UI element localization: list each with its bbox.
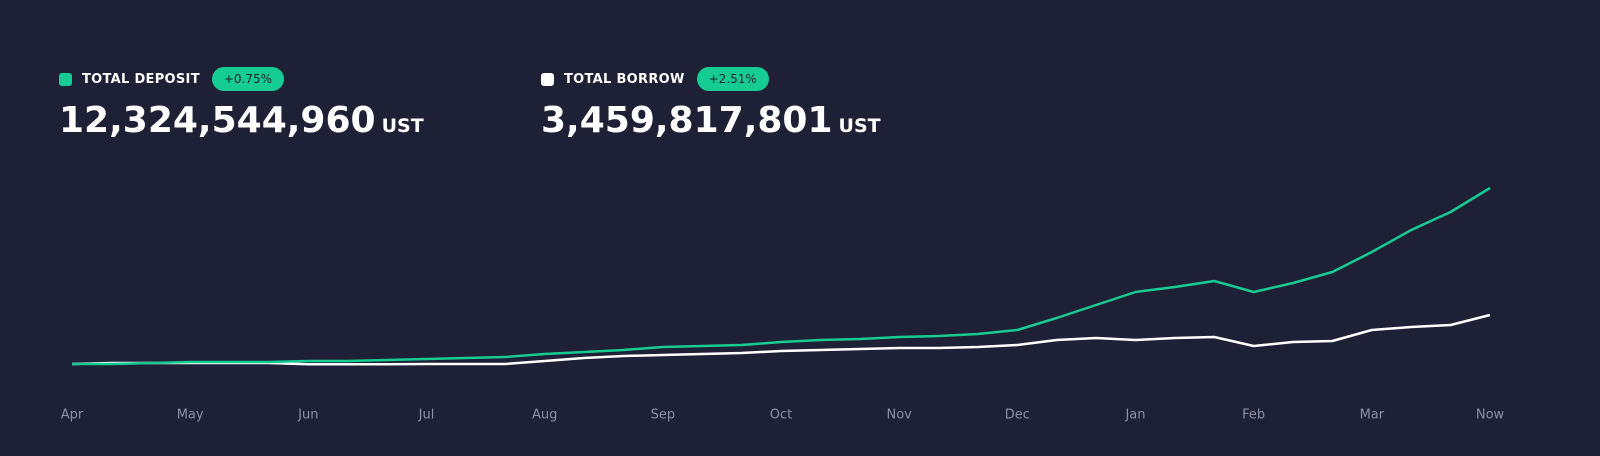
stat-value: 3,459,817,801	[541, 100, 833, 141]
legend-swatch	[59, 72, 72, 86]
x-tick-label: Sep	[651, 408, 676, 423]
x-tick-label: Dec	[1005, 408, 1030, 423]
x-tick-label: Now	[1476, 408, 1505, 423]
x-tick-label: Jun	[297, 408, 318, 423]
x-tick-label: Aug	[532, 408, 557, 423]
series-line	[72, 186, 1491, 366]
borrow-stat: TOTAL BORROW +2.51% 3,459,817,801 UST	[541, 66, 881, 141]
x-tick-label: Nov	[886, 408, 912, 423]
stat-unit: UST	[838, 115, 881, 137]
x-tick-label: Mar	[1360, 408, 1385, 423]
deposit-stat: TOTAL DEPOSIT +0.75% 12,324,544,960 UST	[59, 66, 424, 141]
stat-label: TOTAL BORROW	[564, 71, 685, 87]
x-tick-label: Jul	[418, 408, 435, 423]
change-badge: +0.75%	[211, 67, 285, 91]
x-tick-label: Oct	[770, 408, 792, 423]
x-tick-label: Apr	[61, 408, 84, 423]
x-tick-label: May	[177, 408, 204, 423]
change-badge: +2.51%	[696, 67, 769, 91]
x-tick-label: Jan	[1124, 408, 1145, 423]
stat-label: TOTAL DEPOSIT	[82, 71, 200, 87]
series-line	[71, 313, 1491, 366]
stat-value: 12,324,544,960	[59, 100, 376, 141]
stat-unit: UST	[381, 115, 424, 137]
legend-swatch	[541, 72, 554, 86]
x-tick-label: Feb	[1242, 408, 1265, 423]
